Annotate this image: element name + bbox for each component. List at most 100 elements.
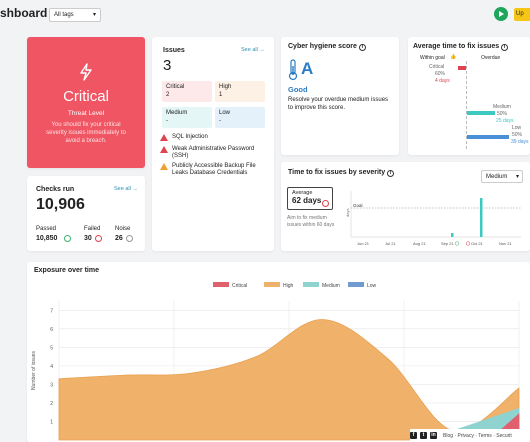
severity-high-box[interactable]: High 1: [215, 81, 265, 102]
exposure-title: Exposure over time: [34, 267, 99, 274]
exposure-ylabel: Number of issues: [31, 351, 37, 390]
severity-count: -: [219, 118, 221, 124]
warning-icon: [160, 134, 168, 141]
hygiene-grade: A: [301, 59, 314, 78]
legend-swatch[interactable]: [213, 282, 229, 287]
average-value: 62 days: [292, 196, 322, 205]
legend-swatch[interactable]: [348, 282, 364, 287]
time-to-fix-chart: days Goal Jun 21 Jul 21 Aug 21 Sep 21 Oc…: [345, 191, 521, 246]
info-icon[interactable]: i: [358, 44, 366, 51]
play-button[interactable]: [494, 7, 508, 21]
overdue-circle-icon: [322, 200, 329, 207]
checks-see-all-link[interactable]: See all →: [114, 186, 138, 192]
info-icon[interactable]: i: [501, 44, 509, 51]
threat-level-label: Threat Level: [67, 110, 105, 117]
footer: f t in Blog · Privacy · Terms · Securit: [410, 429, 530, 442]
chevron-down-icon: ▾: [515, 174, 519, 180]
avg-time-card: Average time to fix issues i Within goal …: [408, 37, 530, 155]
linkedin-icon[interactable]: in: [430, 432, 437, 439]
failed-value: 30: [84, 235, 92, 242]
area-high: [58, 319, 520, 441]
failed-label: Failed: [84, 226, 101, 232]
chart-bar: [451, 233, 454, 237]
y-tick-label: 3: [50, 382, 53, 388]
avg-time-title-text: Average time to fix issues: [413, 43, 500, 50]
severity-select-value: Medium: [486, 174, 508, 180]
failed-circle-icon: [95, 235, 102, 242]
legend-label: Critical: [232, 283, 247, 289]
avg-time-title: Average time to fix issues i: [413, 43, 509, 51]
severity-medium-box[interactable]: Medium -: [162, 107, 212, 128]
legend-swatch[interactable]: [264, 282, 280, 287]
issue-item-label: Weak Administrative Password (SSH): [172, 146, 255, 159]
y-tick-label: 7: [50, 308, 53, 314]
twitter-icon[interactable]: t: [420, 432, 427, 439]
time-to-fix-card: Time to fix issues by severity i Medium ▾…: [281, 162, 530, 251]
thumbs-up-icon: 👍: [450, 54, 457, 60]
severity-label: Medium: [166, 110, 188, 116]
medium-row-pct: 50%: [497, 111, 508, 117]
x-tick-label: Jul 21: [385, 241, 396, 246]
avg-time-divider: [466, 61, 467, 149]
critical-row-bar: [458, 66, 466, 70]
chart-areas: [58, 319, 520, 441]
hygiene-status: Good: [288, 85, 308, 94]
checks-run-card: Checks run See all → 10,906 Passed 10,85…: [27, 176, 145, 251]
legend-label: Medium: [322, 283, 340, 289]
low-row-name: Low: [512, 125, 522, 131]
within-goal-label: Within goal: [420, 55, 445, 61]
severity-label: Low: [219, 110, 231, 116]
play-icon: [499, 10, 504, 17]
chart-bar: [480, 198, 483, 237]
footer-links[interactable]: Blog · Privacy · Terms · Securit: [443, 432, 512, 439]
exposure-card: Exposure over time Critical High Medium Low…: [27, 262, 530, 442]
threat-level-message: You should fix your critical severity is…: [46, 122, 126, 144]
facebook-icon[interactable]: f: [410, 432, 417, 439]
checks-run-title: Checks run: [36, 186, 75, 193]
critical-row-days: 4 days: [435, 78, 450, 84]
threat-level-value: Critical: [63, 88, 109, 105]
goal-note: Aim to fix medium issues within 60 days: [287, 215, 335, 228]
y-tick-label: 2: [50, 401, 53, 407]
low-row-days: 39 days: [511, 139, 529, 145]
x-tick-label: Sep 21: [441, 241, 454, 246]
tags-select[interactable]: All tags ▾: [49, 8, 101, 22]
x-tick-label: Aug 21: [413, 241, 426, 246]
noise-value: 26: [115, 235, 123, 242]
warning-icon: [160, 163, 168, 170]
page-title: shboard: [0, 6, 48, 20]
low-row-bar: [467, 135, 509, 139]
time-to-fix-ylabel: days: [345, 209, 350, 217]
issue-item[interactable]: Weak Administrative Password (SSH): [160, 146, 272, 160]
severity-select[interactable]: Medium ▾: [481, 170, 523, 183]
issues-card: Issues See all → 3 Critical 2 High 1 Med…: [152, 37, 274, 251]
legend-swatch[interactable]: [303, 282, 319, 287]
warning-icon: [160, 146, 168, 153]
bolt-icon: [80, 63, 92, 81]
sep-check-icon: [454, 241, 460, 246]
issue-item[interactable]: SQL Injection: [160, 134, 272, 141]
x-tick-label: Nov 21: [499, 241, 512, 246]
severity-critical-box[interactable]: Critical 2: [162, 81, 212, 102]
info-icon[interactable]: i: [387, 170, 395, 177]
average-label: Average: [292, 190, 313, 196]
time-to-fix-title: Time to fix issues by severity i: [288, 169, 395, 177]
legend-label: High: [283, 283, 294, 289]
threat-level-card: Critical Threat Level You should fix you…: [27, 37, 145, 168]
severity-label: High: [219, 84, 232, 90]
issue-item[interactable]: Publicly Accessible Backup File Leaks Da…: [160, 163, 272, 177]
severity-low-box[interactable]: Low -: [215, 107, 265, 128]
upgrade-button[interactable]: Up: [514, 8, 530, 21]
noise-circle-icon: [126, 235, 133, 242]
y-tick-label: 6: [50, 327, 53, 333]
legend-label: Low: [367, 283, 377, 289]
overdue-label: Overdue: [481, 55, 501, 61]
oct-alert-icon: [465, 241, 471, 246]
critical-row-pct: 60%: [435, 71, 446, 77]
severity-count: 2: [166, 92, 170, 98]
y-tick-label: 4: [50, 364, 53, 370]
severity-count: -: [166, 118, 168, 124]
goal-label: Goal: [353, 203, 363, 208]
issues-see-all-link[interactable]: See all →: [241, 47, 265, 53]
y-tick-label: 1: [50, 419, 53, 425]
